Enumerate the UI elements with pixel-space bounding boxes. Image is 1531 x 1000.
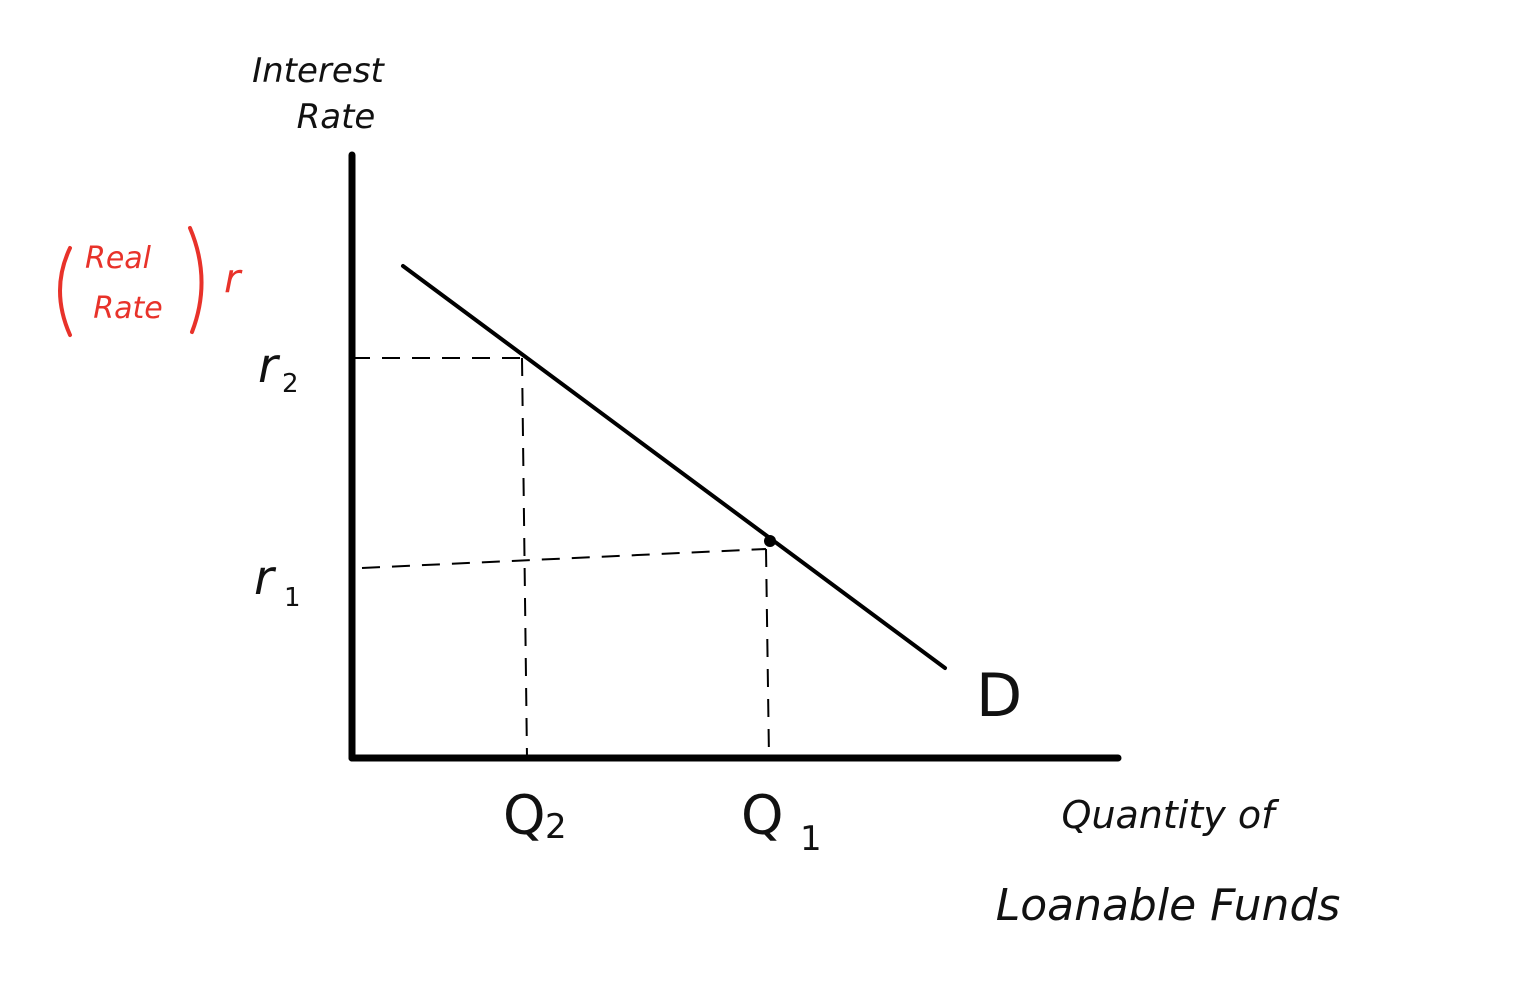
tick-r2: r (258, 338, 281, 394)
x-axis-label-line1: Quantity of (1062, 793, 1281, 837)
left-paren-mark (58, 246, 72, 337)
q1-guide-vertical (765, 548, 770, 759)
right-paren-mark (188, 226, 204, 334)
annotation-line2: Rate (93, 291, 162, 326)
y-axis-label-line1: Interest (252, 51, 385, 91)
real-rate-annotation: Real Rate r (58, 226, 243, 337)
y-axis-label-line2: Rate (297, 97, 376, 137)
demand-curve-label: D (976, 661, 1022, 731)
tick-q1: Q (741, 784, 784, 847)
tick-r1: r (254, 550, 277, 606)
tick-r1-sub: 1 (284, 583, 301, 613)
q2-guide-vertical (521, 357, 528, 759)
tick-q2-sub: 2 (545, 807, 567, 847)
demand-curve (401, 264, 947, 670)
r1-guide-horizontal (361, 548, 767, 569)
annotation-line1: Real (85, 241, 152, 276)
point-q1-r1 (764, 535, 776, 547)
tick-r2-sub: 2 (282, 369, 299, 399)
tick-q2: Q (503, 784, 546, 847)
annotation-symbol: r (224, 256, 243, 302)
tick-q1-sub: 1 (800, 819, 822, 859)
x-axis-label-line2: Loanable Funds (996, 880, 1341, 931)
